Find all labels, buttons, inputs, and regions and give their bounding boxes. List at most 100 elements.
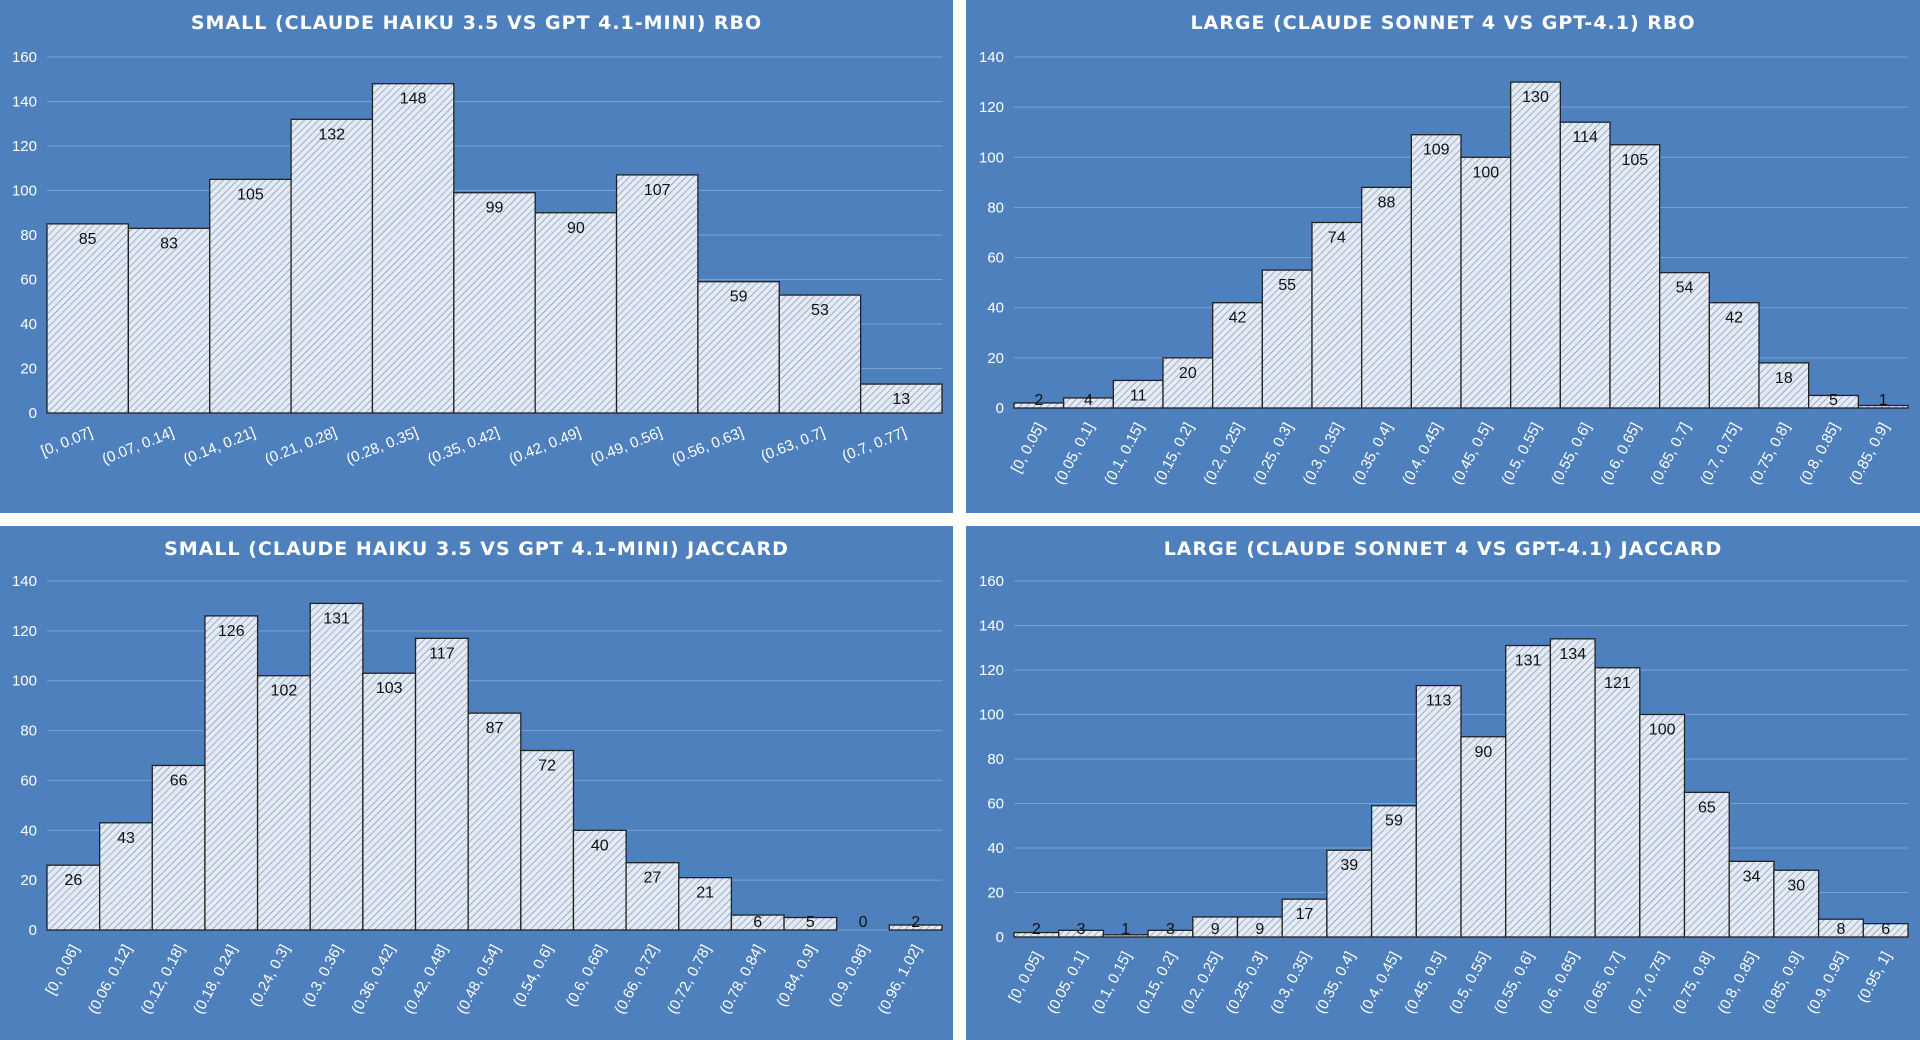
x-tick-label: [0, 0.05] xyxy=(1008,420,1048,476)
data-label: 107 xyxy=(644,182,671,199)
chart-title: SMALL (CLAUDE HAIKU 3.5 VS GPT 4.1-MINI)… xyxy=(164,538,789,560)
x-tick-label: (0.1, 0.15] xyxy=(1101,420,1148,488)
x-tick-label: (0.07, 0.14] xyxy=(100,424,177,468)
y-tick-label: 0 xyxy=(29,405,37,422)
x-tick-label: (0.7, 0.77] xyxy=(840,424,909,465)
x-tick-label: (0.6, 0.65] xyxy=(1598,420,1645,488)
data-label: 100 xyxy=(1472,164,1499,181)
x-tick-label: (0.54, 0.6] xyxy=(510,942,557,1010)
bar xyxy=(534,212,618,414)
y-tick-label: 100 xyxy=(979,707,1004,724)
data-label: 103 xyxy=(376,680,403,697)
data-label: 148 xyxy=(400,91,427,108)
x-tick-label: (0.8, 0.85] xyxy=(1714,949,1761,1017)
bar xyxy=(209,178,292,414)
y-tick-label: 80 xyxy=(20,723,37,740)
x-tick-label: (0.24, 0.3] xyxy=(247,942,294,1010)
data-label: 39 xyxy=(1340,857,1358,874)
data-label: 3 xyxy=(1077,921,1086,938)
data-label: 65 xyxy=(1698,799,1716,816)
bar xyxy=(467,712,522,931)
x-tick-label: (0.36, 0.42] xyxy=(348,942,399,1017)
bar xyxy=(1058,929,1105,938)
bar xyxy=(1594,667,1641,938)
data-label: 130 xyxy=(1522,89,1549,106)
data-label: 134 xyxy=(1559,646,1586,663)
data-label: 27 xyxy=(644,870,662,887)
y-tick-label: 140 xyxy=(979,618,1004,635)
bar xyxy=(1639,713,1686,938)
bar xyxy=(783,916,838,931)
x-tick-label: (0.7, 0.75] xyxy=(1697,420,1744,488)
x-tick-label: (0.18, 0.24] xyxy=(190,942,241,1017)
bar xyxy=(1460,156,1512,409)
y-tick-label: 40 xyxy=(20,822,37,839)
bar xyxy=(1857,404,1909,409)
y-tick-label: 0 xyxy=(996,929,1004,946)
data-label: 0 xyxy=(859,914,868,931)
chart-title: LARGE (CLAUDE SONNET 4 VS GPT-4.1) JACCA… xyxy=(1163,538,1723,560)
data-label: 114 xyxy=(1572,129,1598,146)
data-label: 2 xyxy=(911,914,920,931)
y-tick-label: 140 xyxy=(12,573,37,590)
data-label: 2 xyxy=(1034,392,1043,409)
x-tick-label: (0.28, 0.35] xyxy=(344,424,421,468)
x-tick-label: (0.15, 0.2] xyxy=(1133,949,1180,1017)
bar xyxy=(1728,860,1775,938)
data-label: 4 xyxy=(1084,392,1093,409)
x-tick-label: (0.05, 0.1] xyxy=(1051,420,1098,488)
x-tick-label: (0.9, 0.95] xyxy=(1804,949,1851,1017)
y-tick-label: 140 xyxy=(12,94,37,111)
data-label: 121 xyxy=(1604,675,1631,692)
data-label: 102 xyxy=(271,683,298,700)
data-label: 85 xyxy=(79,231,97,248)
data-label: 8 xyxy=(1836,921,1845,938)
bar xyxy=(46,223,130,414)
x-tick-label: (0.7, 0.75] xyxy=(1625,949,1672,1017)
data-label: 1 xyxy=(1121,921,1130,938)
bar xyxy=(414,637,469,931)
data-label: 100 xyxy=(1649,722,1676,739)
y-tick-label: 120 xyxy=(979,662,1004,679)
x-tick-label: (0.5, 0.55] xyxy=(1446,949,1493,1017)
x-tick-label: (0.65, 0.7] xyxy=(1647,420,1694,488)
y-tick-label: 20 xyxy=(20,872,37,889)
data-label: 59 xyxy=(730,289,748,306)
x-tick-label: (0.35, 0.4] xyxy=(1349,420,1396,488)
y-tick-label: 20 xyxy=(987,350,1004,367)
data-label: 30 xyxy=(1787,877,1805,894)
x-tick-label: (0.85, 0.9] xyxy=(1759,949,1806,1017)
bar xyxy=(859,383,943,414)
data-label: 90 xyxy=(1474,744,1492,761)
data-label: 72 xyxy=(538,758,556,775)
y-tick-label: 100 xyxy=(979,149,1004,166)
x-tick-label: (0.2, 0.25] xyxy=(1200,420,1247,488)
bar xyxy=(678,876,733,931)
x-tick-label: (0.3, 0.36] xyxy=(299,942,346,1010)
bar xyxy=(697,281,780,414)
bar xyxy=(520,749,575,931)
bar xyxy=(371,83,455,414)
x-tick-label: (0.14, 0.21] xyxy=(181,424,258,468)
data-label: 43 xyxy=(117,830,135,847)
data-label: 42 xyxy=(1229,310,1247,327)
bar xyxy=(1326,849,1373,938)
x-tick-label: (0.4, 0.45] xyxy=(1357,949,1404,1017)
chart-panel-large-rbo: LARGE (CLAUDE SONNET 4 VS GPT-4.1) RBO 0… xyxy=(966,0,1920,513)
x-tick-label: (0.65, 0.7] xyxy=(1580,949,1627,1017)
y-tick-label: 80 xyxy=(20,227,37,244)
bar xyxy=(1162,357,1214,409)
y-tick-label: 120 xyxy=(12,623,37,640)
x-tick-label: (0.9, 0.96] xyxy=(826,942,873,1010)
x-tick-label: (0.8, 0.85] xyxy=(1796,420,1843,488)
bar xyxy=(1773,869,1820,938)
data-label: 105 xyxy=(1621,152,1648,169)
y-tick-label: 80 xyxy=(987,751,1004,768)
data-label: 2 xyxy=(1032,921,1041,938)
x-tick-label: (0.42, 0.49] xyxy=(507,424,584,468)
bar xyxy=(1460,736,1507,938)
x-tick-label: (0.42, 0.48] xyxy=(401,942,452,1017)
x-tick-label: (0.3, 0.35] xyxy=(1267,949,1314,1017)
x-tick-label: (0.45, 0.5] xyxy=(1449,420,1496,488)
